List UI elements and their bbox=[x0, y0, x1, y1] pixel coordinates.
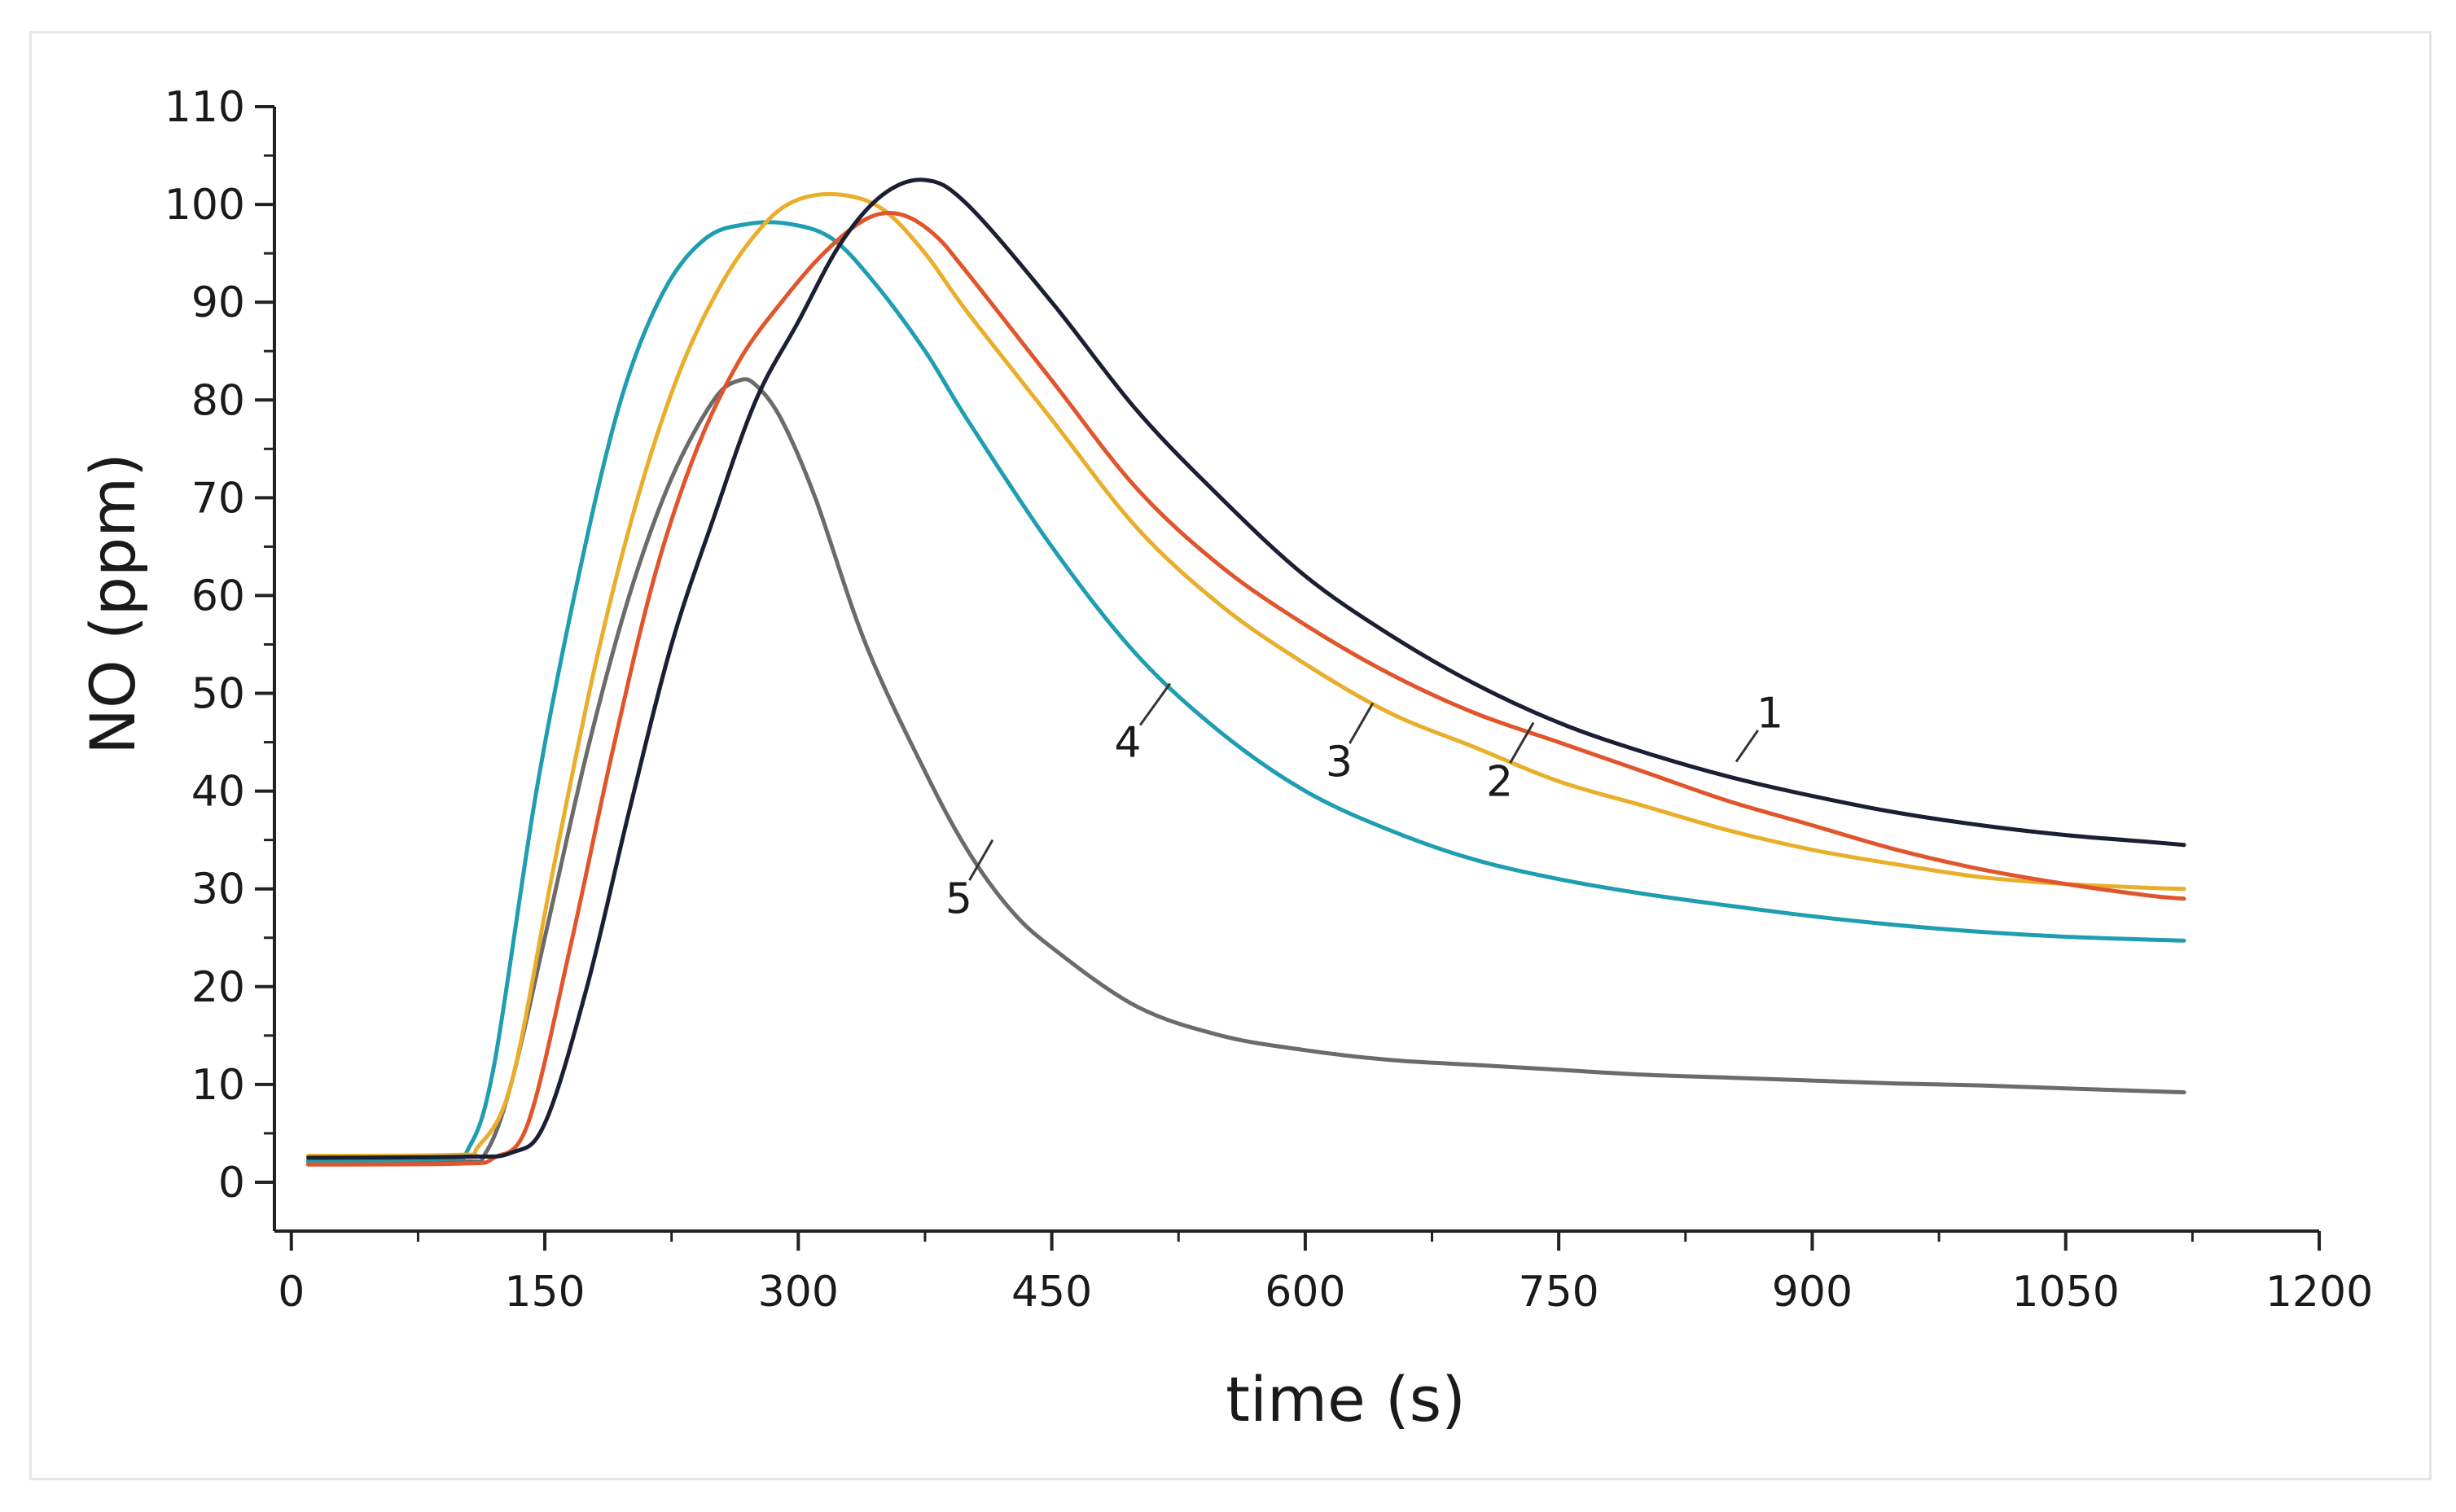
y-tick-label: 10 bbox=[191, 1061, 245, 1110]
curve-label: 2 bbox=[1486, 758, 1513, 807]
y-tick-label: 110 bbox=[164, 83, 245, 132]
y-axis-title: NO (ppm) bbox=[77, 453, 149, 755]
curve-leader-line bbox=[1349, 702, 1375, 744]
series-line-3 bbox=[306, 191, 2186, 1158]
ticks-group: 0 150 300 450 600 750 900 1050 1200 0 10 20 30 40 50 60… bbox=[164, 83, 2373, 1317]
series-line-2 bbox=[306, 211, 2186, 1167]
x-axis-title: time (s) bbox=[1226, 1363, 1466, 1435]
curve-label: 4 bbox=[1114, 719, 1141, 768]
curve-leader-line bbox=[1735, 730, 1760, 763]
x-tick-label: 0 bbox=[278, 1268, 305, 1317]
y-tick-label: 80 bbox=[191, 376, 245, 425]
x-tick-label: 1200 bbox=[2265, 1268, 2373, 1317]
y-tick-label: 50 bbox=[191, 670, 245, 719]
y-tick-label: 60 bbox=[191, 572, 245, 620]
y-tick-label: 20 bbox=[191, 963, 245, 1012]
x-tick-label: 600 bbox=[1265, 1268, 1345, 1317]
series-group bbox=[306, 177, 2186, 1167]
curve-label: 1 bbox=[1756, 690, 1783, 738]
series-line-5 bbox=[306, 377, 2186, 1165]
curve-leader-line bbox=[968, 839, 994, 881]
x-tick-label: 900 bbox=[1772, 1268, 1853, 1317]
curve-label: 3 bbox=[1326, 738, 1353, 787]
curve-leader-line bbox=[1509, 721, 1535, 764]
curve-labels-group: 1 2 3 4 5 bbox=[945, 682, 1783, 924]
curve-leader-line bbox=[1138, 682, 1172, 726]
curve-label: 5 bbox=[945, 875, 972, 924]
axes-group bbox=[273, 107, 2319, 1233]
x-tick-label: 1050 bbox=[2012, 1268, 2120, 1317]
x-tick-label: 150 bbox=[504, 1268, 585, 1317]
y-tick-label: 70 bbox=[191, 474, 245, 523]
series-line-1 bbox=[306, 177, 2186, 1160]
y-tick-label: 0 bbox=[218, 1159, 245, 1207]
x-tick-label: 450 bbox=[1011, 1268, 1092, 1317]
chart-frame bbox=[29, 31, 2432, 1480]
y-tick-label: 90 bbox=[191, 278, 245, 327]
x-tick-label: 300 bbox=[758, 1268, 839, 1317]
y-tick-label: 30 bbox=[191, 866, 245, 914]
y-tick-label: 100 bbox=[164, 181, 245, 230]
series-line-4 bbox=[306, 220, 2186, 1163]
y-tick-label: 40 bbox=[191, 768, 245, 817]
x-tick-label: 750 bbox=[1519, 1268, 1599, 1317]
